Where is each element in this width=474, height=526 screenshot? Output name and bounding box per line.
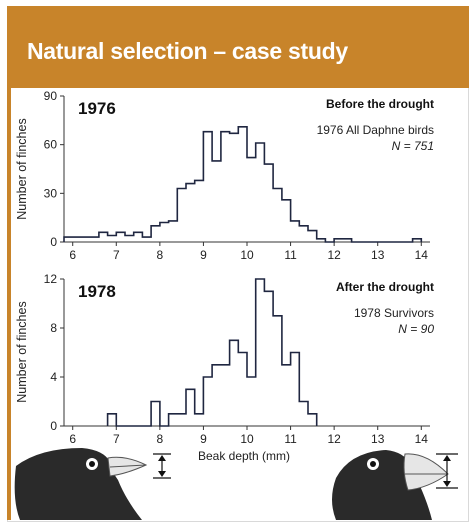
finch-large-beak-icon xyxy=(332,450,449,520)
y-axis-label-1976: Number of finches xyxy=(15,118,29,219)
x-tick-label: 14 xyxy=(415,248,429,262)
x-tick-label: 13 xyxy=(371,248,385,262)
sample-size-1978: N = 90 xyxy=(398,322,434,336)
y-tick-label: 60 xyxy=(44,138,58,152)
x-tick-label: 10 xyxy=(240,248,254,262)
histogram-1978: 6 7 8 9 10 11 12 13 14 0 4 8 12 Number of finches 19… xyxy=(15,272,434,463)
y-tick-label: 90 xyxy=(44,89,58,103)
y-axis-label-1978: Number of finches xyxy=(15,301,29,402)
histogram-1976-bars xyxy=(63,126,423,243)
finch-small-beak-icon xyxy=(14,448,148,520)
x-tick-label: 11 xyxy=(284,248,297,262)
x-tick-label: 6 xyxy=(69,248,76,262)
double-arrow-icon xyxy=(153,453,171,479)
year-label-1976: 1976 xyxy=(78,99,116,118)
x-tick-label: 8 xyxy=(157,432,164,446)
x-tick-label: 12 xyxy=(327,248,341,262)
description-1976: 1976 All Daphne birds xyxy=(317,123,434,137)
y-tick-label: 12 xyxy=(44,272,58,286)
x-tick-label: 9 xyxy=(200,432,207,446)
x-tick-label: 13 xyxy=(371,432,385,446)
x-tick-label: 9 xyxy=(200,248,207,262)
description-1978: 1978 Survivors xyxy=(354,306,434,320)
year-label-1978: 1978 xyxy=(78,282,116,301)
y-tick-label: 4 xyxy=(50,370,57,384)
slide-title: Natural selection – case study xyxy=(27,38,348,64)
y-tick-label: 30 xyxy=(44,186,58,200)
x-tick-label: 7 xyxy=(113,248,120,262)
double-arrow-icon xyxy=(436,453,458,489)
accent-bar xyxy=(7,88,11,520)
x-tick-label: 11 xyxy=(284,432,297,446)
x-tick-label: 14 xyxy=(415,432,429,446)
x-tick-label: 8 xyxy=(157,248,164,262)
histogram-1978-bars xyxy=(106,278,318,427)
x-tick-label: 6 xyxy=(69,432,76,446)
y-tick-label: 8 xyxy=(50,321,57,335)
title-banner: Natural selection – case study xyxy=(7,6,469,88)
heading-1978: After the drought xyxy=(336,280,434,294)
sample-size-1976: N = 751 xyxy=(392,139,434,153)
y-tick-label: 0 xyxy=(50,235,57,249)
y-tick-label: 0 xyxy=(50,419,57,433)
x-tick-label: 12 xyxy=(327,432,341,446)
x-tick-label: 10 xyxy=(240,432,254,446)
slide-frame xyxy=(7,6,469,522)
heading-1976: Before the drought xyxy=(326,97,434,111)
x-tick-label: 7 xyxy=(113,432,120,446)
x-axis-label: Beak depth (mm) xyxy=(198,449,290,463)
